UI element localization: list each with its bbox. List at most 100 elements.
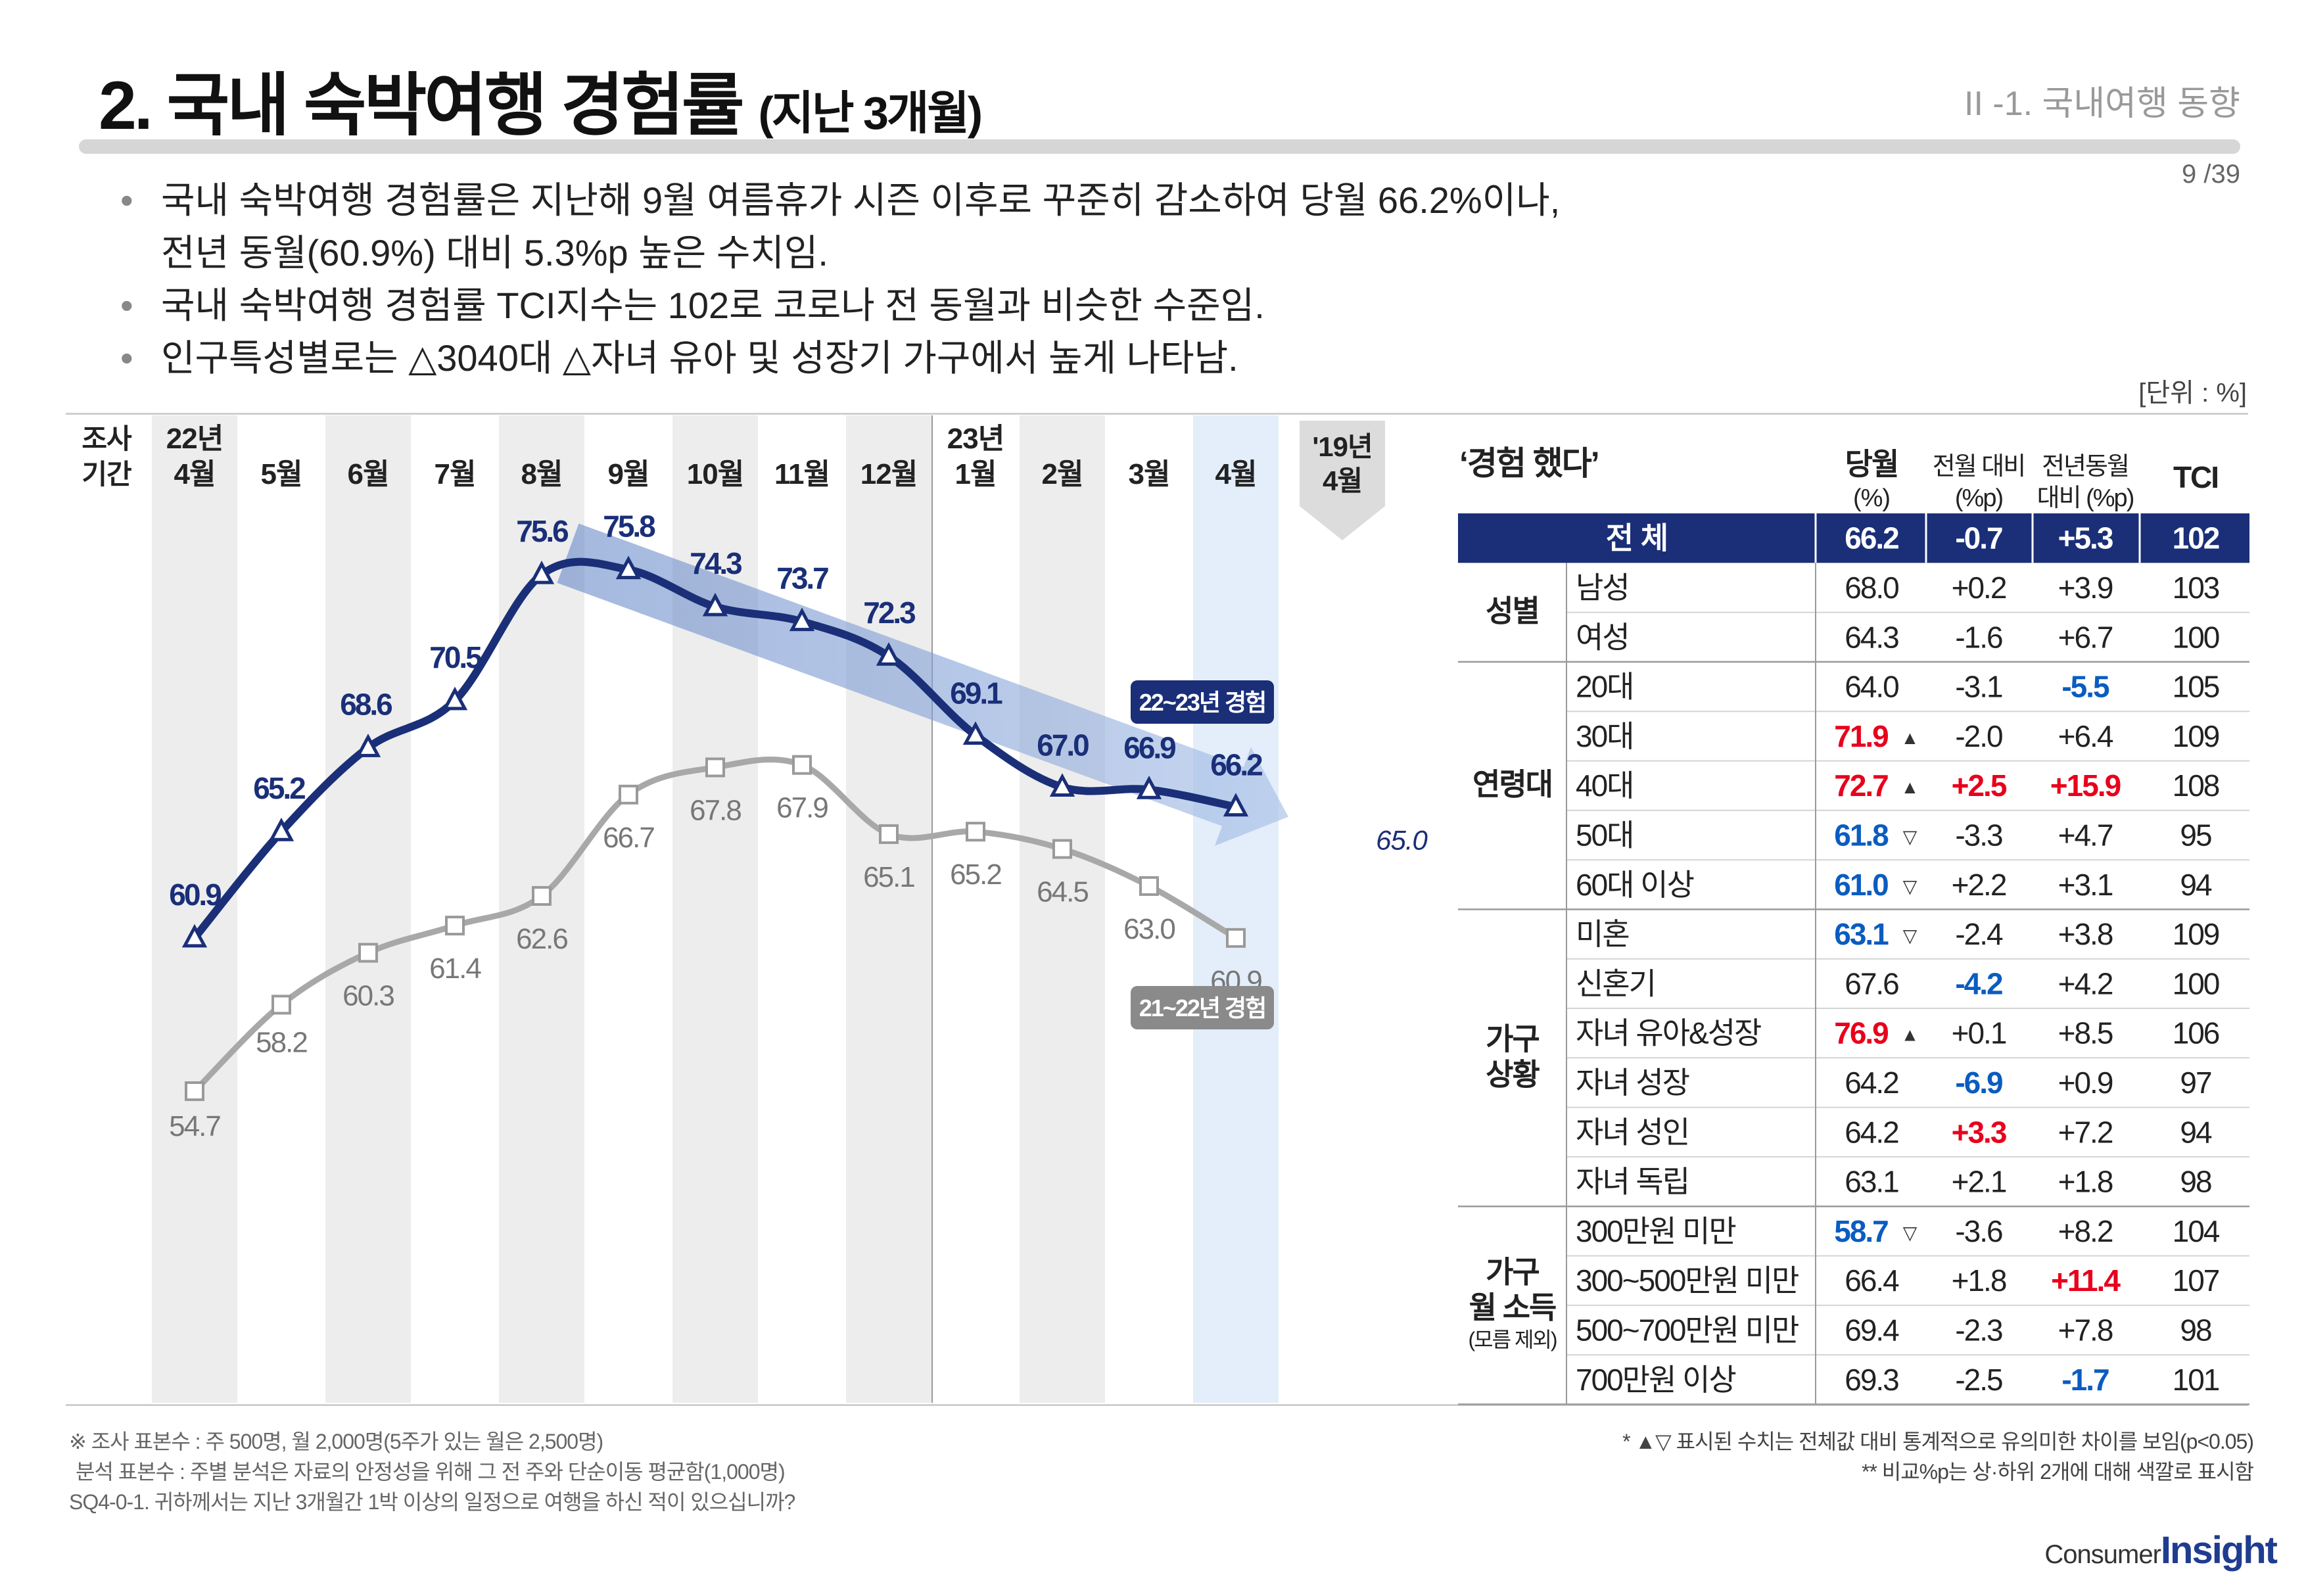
significance-mark: ▲ [1901,777,1919,797]
month-year-label: 22년 [166,423,223,455]
prev-year-marker [1139,876,1159,896]
prev-year-data-label: 60.3 [342,979,394,1012]
bullet-item: • 국내 숙박여행 경험률은 지난해 9월 여름휴가 시즌 이후로 꾸준히 감소하… [115,174,1560,227]
legend-label-prev: 21~22년 경험 [1139,995,1265,1021]
table-row-label: 20대 [1576,670,1634,704]
table-cell-yoy: -1.7 [2061,1363,2109,1397]
table-cell-current: 58.7 [1834,1214,1888,1248]
table-row-label: 60대 이상 [1576,868,1694,902]
prev-year-data-label: 66.7 [603,822,654,854]
table-row-label: 자녀 유아&성장 [1576,1016,1761,1050]
bullet-item-continuation: 전년 동월(60.9%) 대비 5.3%p 높은 수치임. [161,232,828,273]
significance-mark: ▲ [1901,728,1919,748]
footnote-sample: ※ 조사 표본수 : 주 500명, 월 2,000명(5주가 있는 월은 2,… [69,1430,603,1453]
table-cell-tci: 98 [2180,1313,2211,1347]
current-year-data-label: 72.3 [863,596,915,630]
significance-mark: ▽ [1903,826,1918,847]
table-cell-tci: 106 [2173,1016,2219,1050]
table-cell-yoy: +1.8 [2058,1165,2113,1199]
table-cell-tci: 103 [2173,571,2219,605]
current-year-data-label: 66.2 [1210,748,1262,782]
page-number: 9 /39 [2182,160,2240,189]
table-cell-yoy: +0.9 [2058,1066,2113,1100]
table-group-note: (모름 제외) [1469,1328,1557,1351]
table-cell-tci: 95 [2180,818,2211,852]
table-cell-tci: 107 [2173,1263,2219,1298]
current-year-marker [181,924,208,948]
table-cell-mom: -3.6 [1955,1214,2002,1248]
table-cell-current: 61.0 [1834,868,1888,902]
prev-year-data-label: 62.6 [516,923,567,955]
table-cell-mom: -2.0 [1955,719,2002,753]
baseline-value-label: 65.0 [1376,825,1428,856]
table-cell-tci: 100 [2173,966,2219,1000]
table-cell-tci: 100 [2173,620,2219,654]
table-cell-tci: 105 [2173,670,2219,704]
baseline-month-tab [1300,421,1385,540]
table-row-label: 자녀 성장 [1576,1066,1689,1100]
prev-year-marker [1052,839,1072,859]
table-group-label: 성별 [1486,594,1539,628]
table-cell-mom: +2.2 [1952,868,2006,902]
prev-year-data-label: 54.7 [169,1110,220,1142]
table-cell-yoy: +8.5 [2058,1016,2113,1050]
prev-year-data-label: 65.1 [863,861,914,893]
legend-badge-current [1131,680,1274,724]
table-cell-tci: 97 [2180,1066,2211,1100]
current-year-data-label: 68.6 [340,687,392,721]
month-label: 4월 [1215,458,1257,490]
table-group-label: 월 소득 [1469,1290,1556,1325]
bullet-dot: • [120,337,133,379]
footnote-analysis: 분석 표본수 : 주별 분석은 자료의 안정성을 위해 그 전 주와 단순이동 … [76,1460,786,1484]
chart-bottom-rule [66,1404,2248,1406]
table-cell-tci: 94 [2180,868,2212,902]
table-cell-mom: +2.5 [1952,768,2007,803]
table-column-subheader: (%) [1853,484,1890,512]
table-cell-tci: 109 [2173,719,2219,753]
prev-year-data-label: 67.8 [690,794,741,826]
month-column-shade [846,415,931,1403]
table-cell-yoy: +3.9 [2058,571,2113,605]
table-cell-tci: 108 [2173,768,2219,803]
table-heading: ‘경험 했다’ [1459,445,1599,482]
footnotes-left: ※ 조사 표본수 : 주 500명, 월 2,000명(5주가 있는 월은 2,… [69,1426,795,1517]
month-year-label: 23년 [947,423,1004,455]
summary-bullets: • 국내 숙박여행 경험률은 지난해 9월 여름휴가 시즌 이후로 꾸준히 감소하… [115,174,1560,385]
table-row-label: 30대 [1576,719,1634,753]
current-year-marker [529,560,555,584]
table-cell-current: 68.0 [1845,571,1898,605]
table-column-header: TCI [2173,460,2218,494]
table-cell-mom: +0.2 [1952,571,2006,605]
table-cell-mom: -2.4 [1955,917,2003,951]
prev-year-marker [532,885,552,906]
current-year-data-label: 69.1 [950,676,1002,711]
significance-mark: ▲ [1901,1025,1919,1045]
footnotes-right: * ▲▽ 표시된 수치는 전체값 대비 통계적으로 유의미한 차이를 보임(p<… [1622,1426,2254,1487]
current-year-data-label: 70.5 [429,640,482,674]
current-year-marker [355,734,381,757]
table-cell-tci: 98 [2180,1165,2211,1199]
table-cell-mom: -2.5 [1955,1363,2002,1397]
footnote-question: SQ4-0-1. 귀하께서는 지난 3개월간 1박 이상의 일정으로 여행을 하… [69,1490,795,1514]
table-cell-current: 64.2 [1845,1115,1898,1149]
significance-mark: ▽ [1903,876,1918,897]
table-cell-mom: +1.8 [1952,1263,2006,1298]
period-label: 기간 [82,459,131,490]
prev-year-data-label: 58.2 [256,1026,307,1058]
table-cell-mom: -1.6 [1955,620,2002,654]
prev-year-marker [445,916,465,936]
month-label: 1월 [955,458,997,490]
table-cell-current: 71.9 [1834,719,1888,753]
month-label: 8월 [521,458,563,490]
current-year-marker [615,555,642,580]
table-cell-current: 69.3 [1845,1363,1898,1397]
table-row-label: 300만원 미만 [1576,1214,1735,1248]
current-year-marker [702,592,728,617]
table-column-subheader: (%p) [1955,484,2003,512]
current-month-highlight [1193,415,1279,1403]
table-cell-yoy: +3.1 [2058,868,2113,902]
current-year-marker [1049,773,1075,797]
significance-mark: ▽ [1903,926,1918,946]
table-row-label: 300~500만원 미만 [1576,1263,1799,1298]
title-divider [79,139,2240,154]
